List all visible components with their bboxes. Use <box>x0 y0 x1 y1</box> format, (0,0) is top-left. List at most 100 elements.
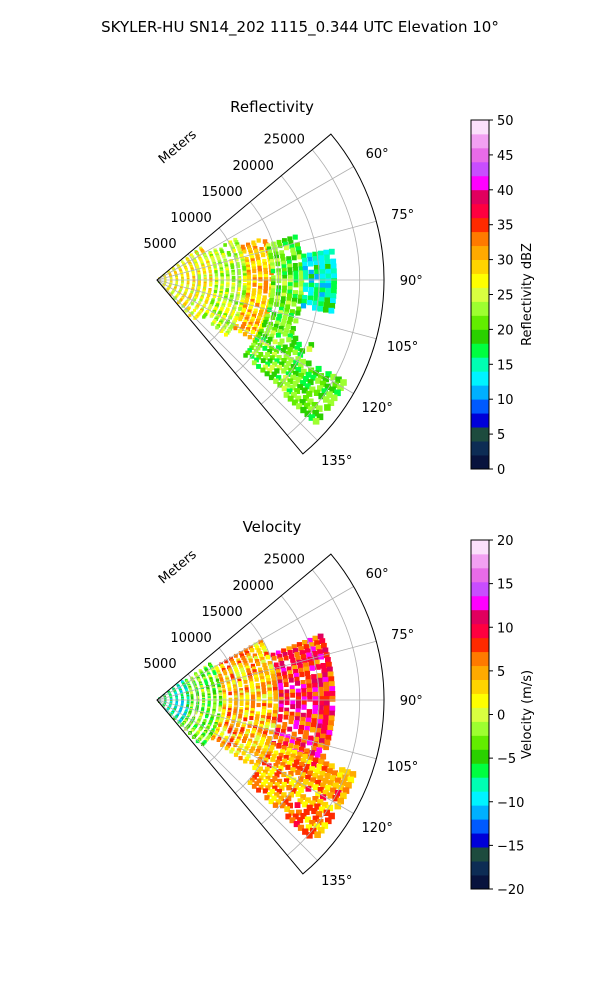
field-cell <box>312 655 319 661</box>
field-cell <box>294 716 300 722</box>
field-cell <box>219 699 223 703</box>
field-cell <box>252 269 257 274</box>
field-cell <box>313 291 320 298</box>
field-cell <box>222 669 227 674</box>
field-cell <box>219 269 224 273</box>
field-cell <box>275 650 281 656</box>
field-cell <box>228 240 233 245</box>
field-cell <box>256 294 262 299</box>
field-cell <box>213 289 218 294</box>
field-cell <box>254 674 259 679</box>
field-cell <box>250 683 255 688</box>
field-cell <box>224 295 228 300</box>
field-cell <box>246 272 251 277</box>
field-cell <box>194 306 198 310</box>
field-cell <box>291 251 297 257</box>
field-cell <box>226 282 230 286</box>
field-cell <box>314 803 321 810</box>
field-cell <box>310 374 317 381</box>
field-cell <box>220 249 224 253</box>
field-cell <box>296 659 302 665</box>
field-cell <box>260 751 266 756</box>
field-cell <box>326 804 334 812</box>
field-cell <box>264 672 270 677</box>
field-cell <box>331 268 337 275</box>
field-cell <box>224 746 229 751</box>
field-cell <box>249 748 254 754</box>
field-cell <box>293 821 300 828</box>
field-cell <box>277 313 282 319</box>
field-cell <box>253 340 258 345</box>
field-cell <box>245 262 250 266</box>
field-cell <box>229 297 233 301</box>
range-ring <box>208 227 239 343</box>
field-cell <box>255 760 261 765</box>
field-cell <box>295 246 301 252</box>
field-cell <box>235 750 240 755</box>
field-cell <box>217 685 221 689</box>
field-cell <box>236 244 241 249</box>
field-cell <box>259 740 264 745</box>
field-cell <box>251 293 256 298</box>
colorbar-swatch <box>471 161 489 177</box>
field-cell <box>285 751 291 757</box>
field-cell <box>312 691 319 698</box>
field-cell <box>290 767 296 773</box>
field-cell <box>315 779 322 786</box>
field-cell <box>314 640 320 646</box>
field-cell <box>245 295 250 300</box>
colorbar-tick-label: 40 <box>497 184 514 199</box>
field-cell <box>192 275 196 279</box>
field-cell <box>236 287 241 292</box>
field-cell <box>223 699 227 704</box>
field-cell <box>287 670 293 676</box>
field-cell <box>305 675 311 681</box>
field-cell <box>317 787 324 794</box>
field-cell <box>305 785 312 792</box>
field-cell <box>283 682 289 687</box>
field-cell <box>318 759 324 766</box>
field-cell <box>315 811 323 818</box>
field-cell <box>234 300 238 305</box>
field-cell <box>274 662 279 668</box>
field-cell <box>215 718 219 722</box>
field-cell <box>197 679 201 683</box>
field-cell <box>233 708 238 713</box>
field-cell <box>290 735 296 741</box>
field-cell <box>250 298 255 303</box>
field-cell <box>246 653 251 658</box>
field-cell <box>218 687 222 691</box>
field-cell <box>195 739 199 744</box>
field-cell <box>279 361 285 367</box>
field-cell <box>283 655 289 661</box>
field-cell <box>262 691 267 696</box>
field-cell <box>256 769 262 775</box>
field-cell <box>252 669 257 674</box>
field-cell <box>214 270 218 274</box>
field-cell <box>298 725 305 731</box>
field-cell <box>316 747 323 754</box>
field-cell <box>308 287 314 293</box>
field-cell <box>290 704 296 710</box>
field-cell <box>273 763 279 768</box>
field-cell <box>281 368 287 374</box>
radial-gridline <box>156 699 354 814</box>
field-cell <box>256 702 261 708</box>
field-cell <box>224 321 229 326</box>
field-cell <box>217 713 221 717</box>
field-cell <box>317 633 324 640</box>
colorbar-swatch <box>471 777 489 792</box>
panel-title: Velocity <box>243 518 302 536</box>
field-cell <box>279 703 284 709</box>
field-cell <box>245 728 250 733</box>
field-cell <box>241 295 246 299</box>
field-cell <box>280 296 286 302</box>
field-cell <box>331 273 337 280</box>
field-cell <box>274 358 280 364</box>
field-cell <box>310 827 317 835</box>
field-cell <box>258 775 264 781</box>
field-cell <box>296 809 302 816</box>
field-cell <box>323 681 329 688</box>
field-cell <box>173 297 176 300</box>
field-cell <box>262 731 268 736</box>
